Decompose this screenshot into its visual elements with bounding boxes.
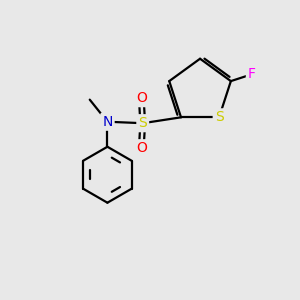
- Text: O: O: [136, 91, 147, 105]
- Text: S: S: [215, 110, 224, 124]
- Text: O: O: [136, 141, 147, 155]
- Text: S: S: [138, 116, 147, 130]
- Text: N: N: [102, 115, 112, 129]
- Text: F: F: [248, 67, 256, 81]
